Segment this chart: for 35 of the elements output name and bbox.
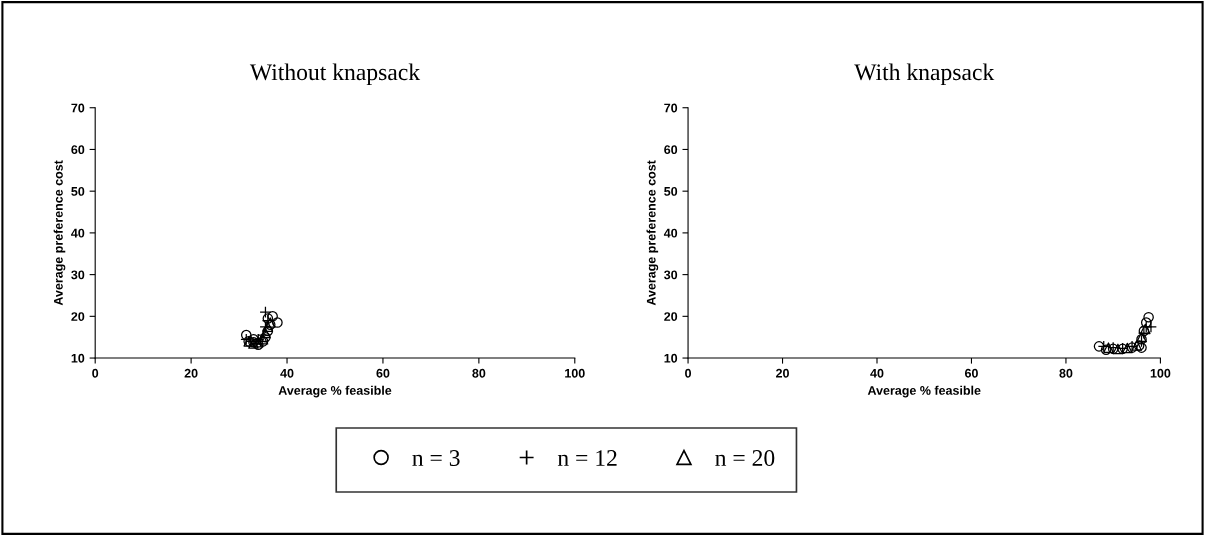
y-tick-label: 30: [664, 270, 678, 280]
y-tick-label: 60: [71, 145, 85, 155]
x-tick-label: 0: [685, 368, 692, 378]
x-tick-label: 40: [280, 368, 294, 378]
x-tick-label: 20: [184, 368, 198, 378]
x-tick-label: 60: [376, 368, 390, 378]
x-axis-title: Average % feasible: [278, 385, 392, 398]
y-tick-label: 40: [71, 228, 85, 238]
chart-title: Without knapsack: [249, 63, 421, 85]
x-tick-label: 80: [1059, 368, 1073, 378]
x-tick-label: 0: [92, 368, 99, 378]
legend-label: n = 3: [412, 450, 460, 466]
legend-label: n = 12: [557, 450, 617, 466]
y-tick-label: 30: [71, 270, 85, 280]
y-tick-label: 10: [71, 353, 85, 363]
x-axis-title: Average % feasible: [867, 385, 981, 398]
legend-label: n = 20: [715, 450, 775, 466]
x-tick-label: 20: [776, 368, 789, 378]
y-axis-title: Average preference cost: [646, 160, 659, 306]
y-tick-label: 10: [664, 353, 678, 363]
x-tick-label: 40: [870, 368, 884, 378]
x-tick-label: 100: [565, 368, 585, 378]
y-tick-label: 50: [664, 186, 678, 196]
x-tick-label: 60: [964, 368, 978, 378]
y-tick-label: 70: [664, 103, 678, 113]
y-axis-title: Average preference cost: [53, 160, 66, 306]
y-tick-label: 50: [71, 186, 85, 196]
chart-title: With knapsack: [854, 63, 995, 85]
y-tick-label: 60: [664, 145, 678, 155]
y-tick-label: 20: [71, 312, 85, 321]
y-tick-label: 40: [663, 228, 678, 238]
y-tick-label: 20: [664, 312, 678, 321]
x-tick-label: 80: [472, 368, 486, 378]
y-tick-label: 70: [71, 103, 85, 113]
x-tick-label: 100: [1150, 368, 1171, 378]
